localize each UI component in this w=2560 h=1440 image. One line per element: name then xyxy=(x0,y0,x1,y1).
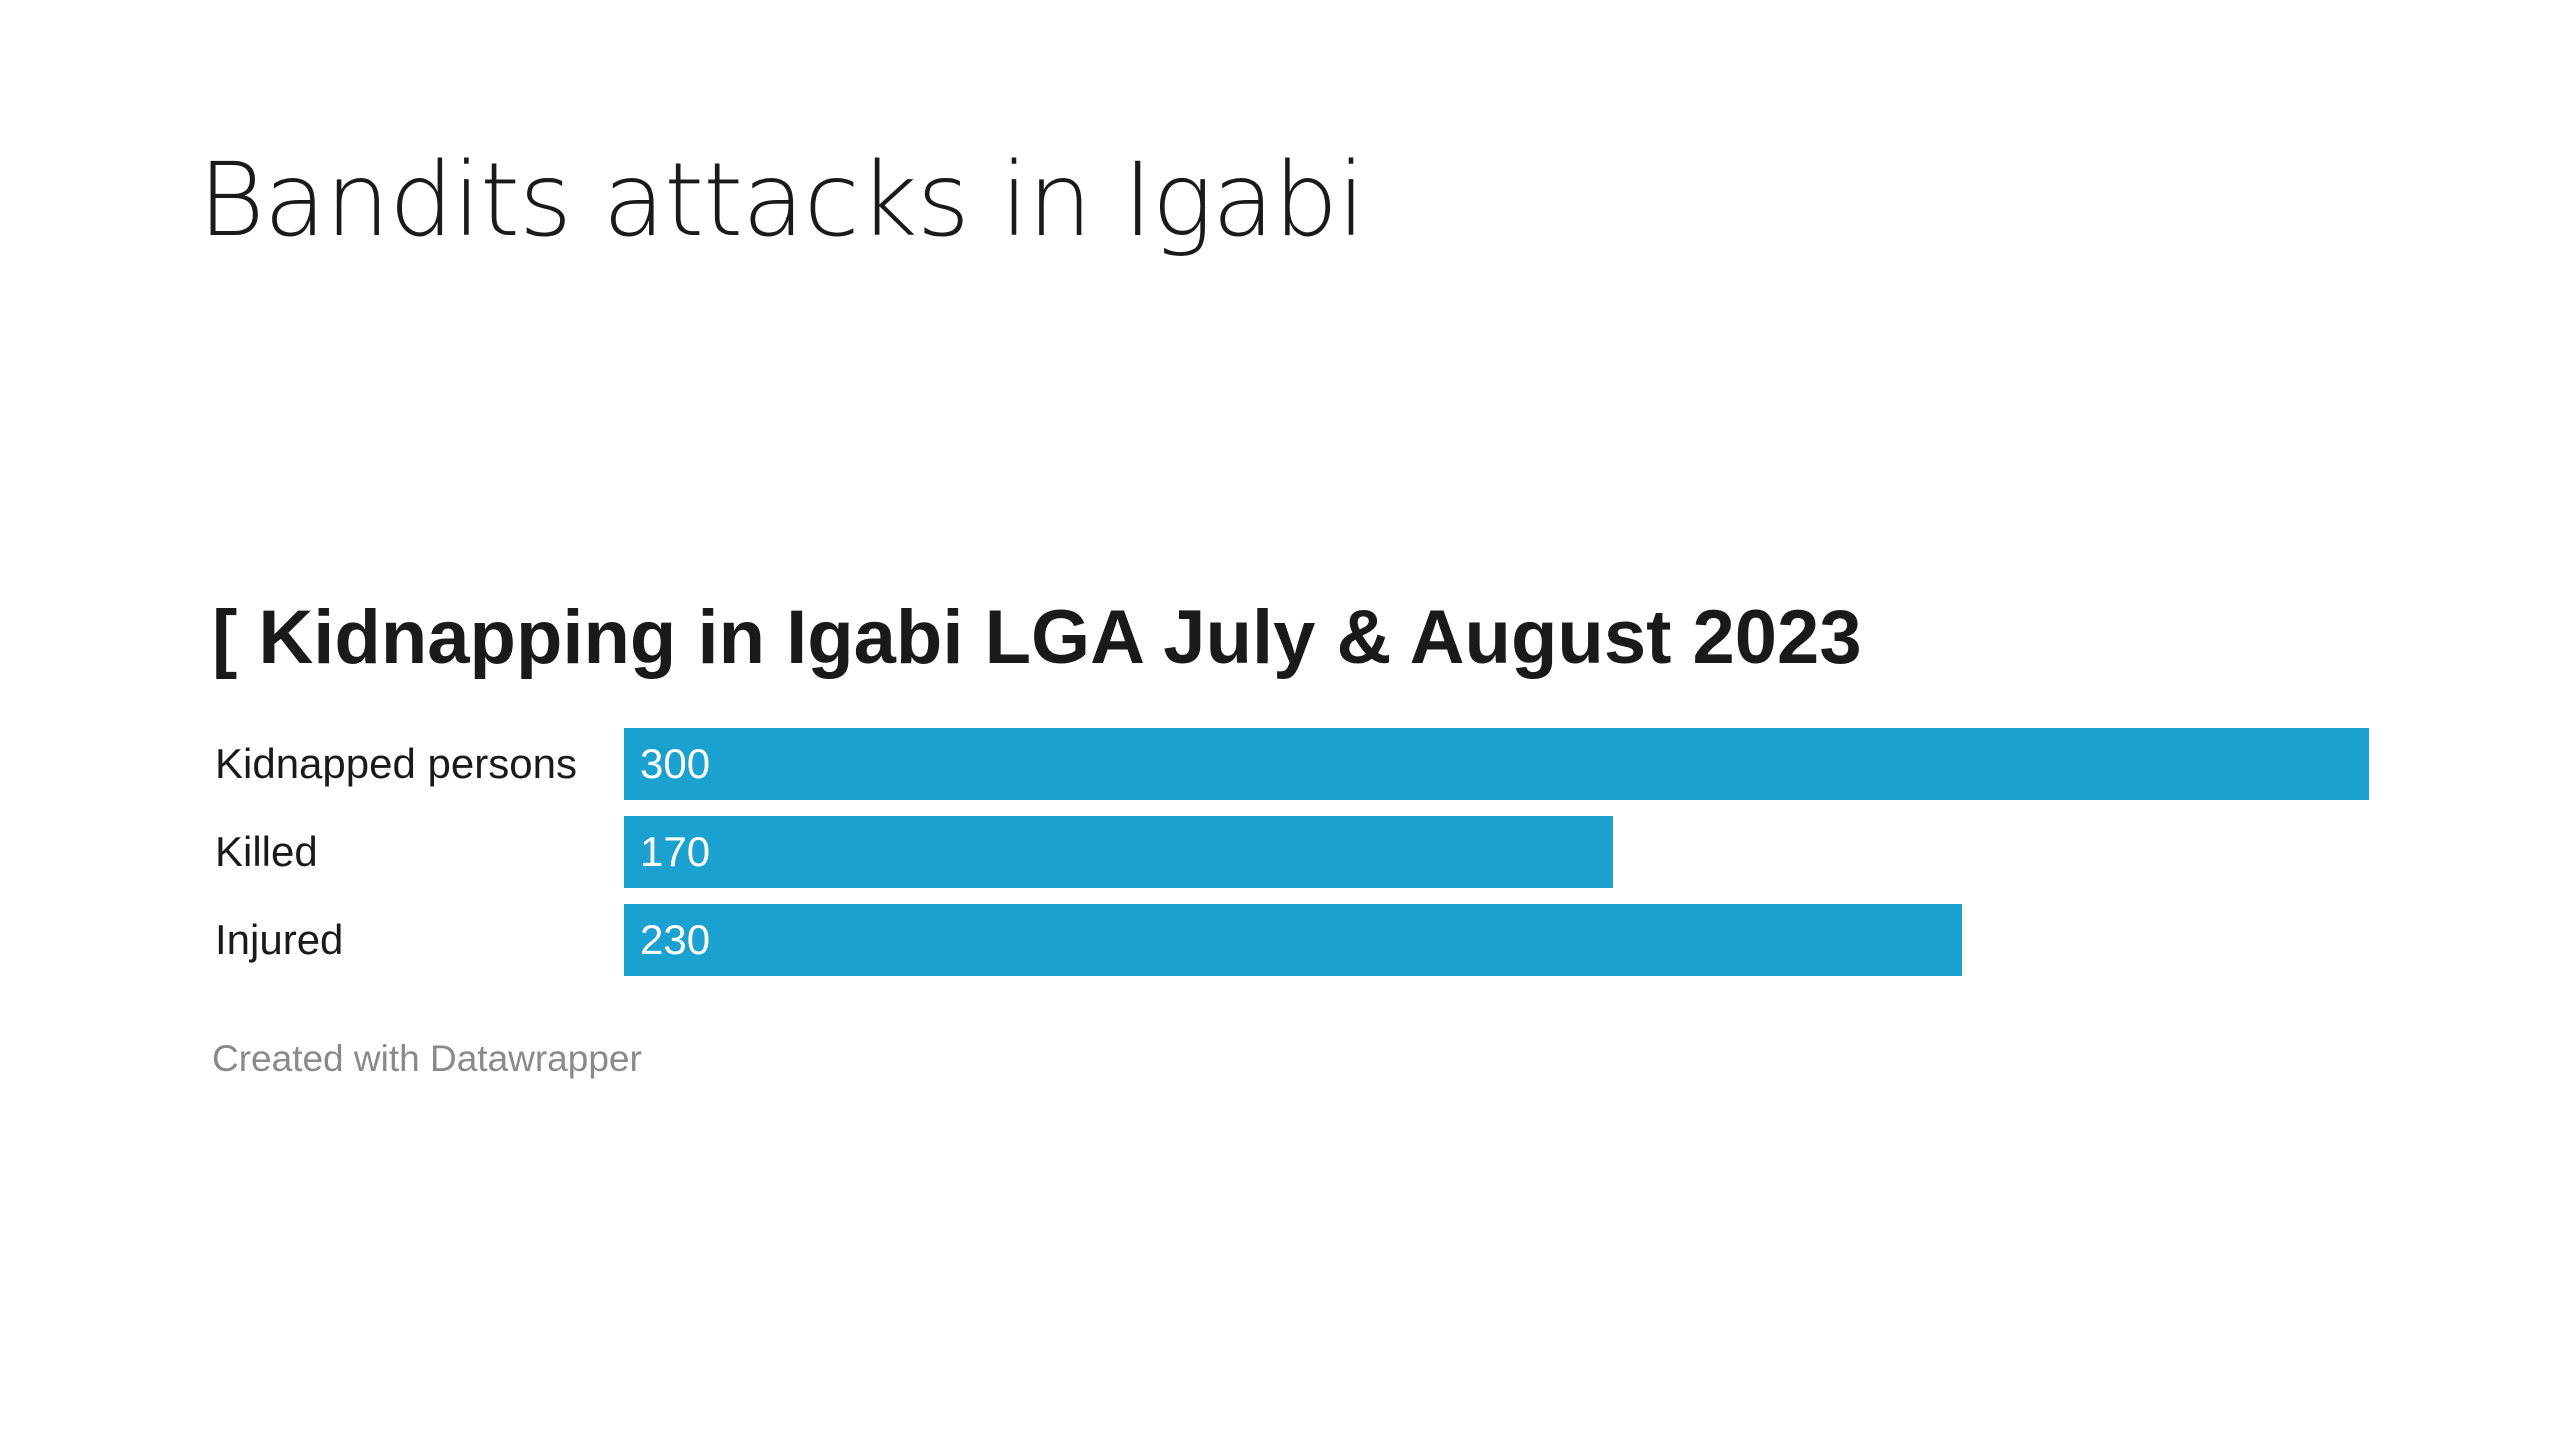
category-label: Killed xyxy=(215,828,318,875)
chart-credit: Created with Datawrapper xyxy=(212,1038,642,1079)
chart-title: [ Kidnapping in Igabi LGA July & August … xyxy=(212,595,1862,680)
bar: 170 xyxy=(624,816,1613,888)
bar-value-label: 170 xyxy=(640,828,711,875)
slide-title: Bandits attacks in Igabi xyxy=(198,141,1366,260)
category-label: Injured xyxy=(215,916,344,963)
bar: 230 xyxy=(624,904,1962,976)
bar-value-label: 300 xyxy=(640,740,711,787)
bar: 300 xyxy=(624,728,2369,800)
bar-value-label: 230 xyxy=(640,916,711,963)
category-label: Kidnapped persons xyxy=(215,740,577,787)
bar-chart: [ Kidnapping in Igabi LGA July & August … xyxy=(212,600,2372,1120)
